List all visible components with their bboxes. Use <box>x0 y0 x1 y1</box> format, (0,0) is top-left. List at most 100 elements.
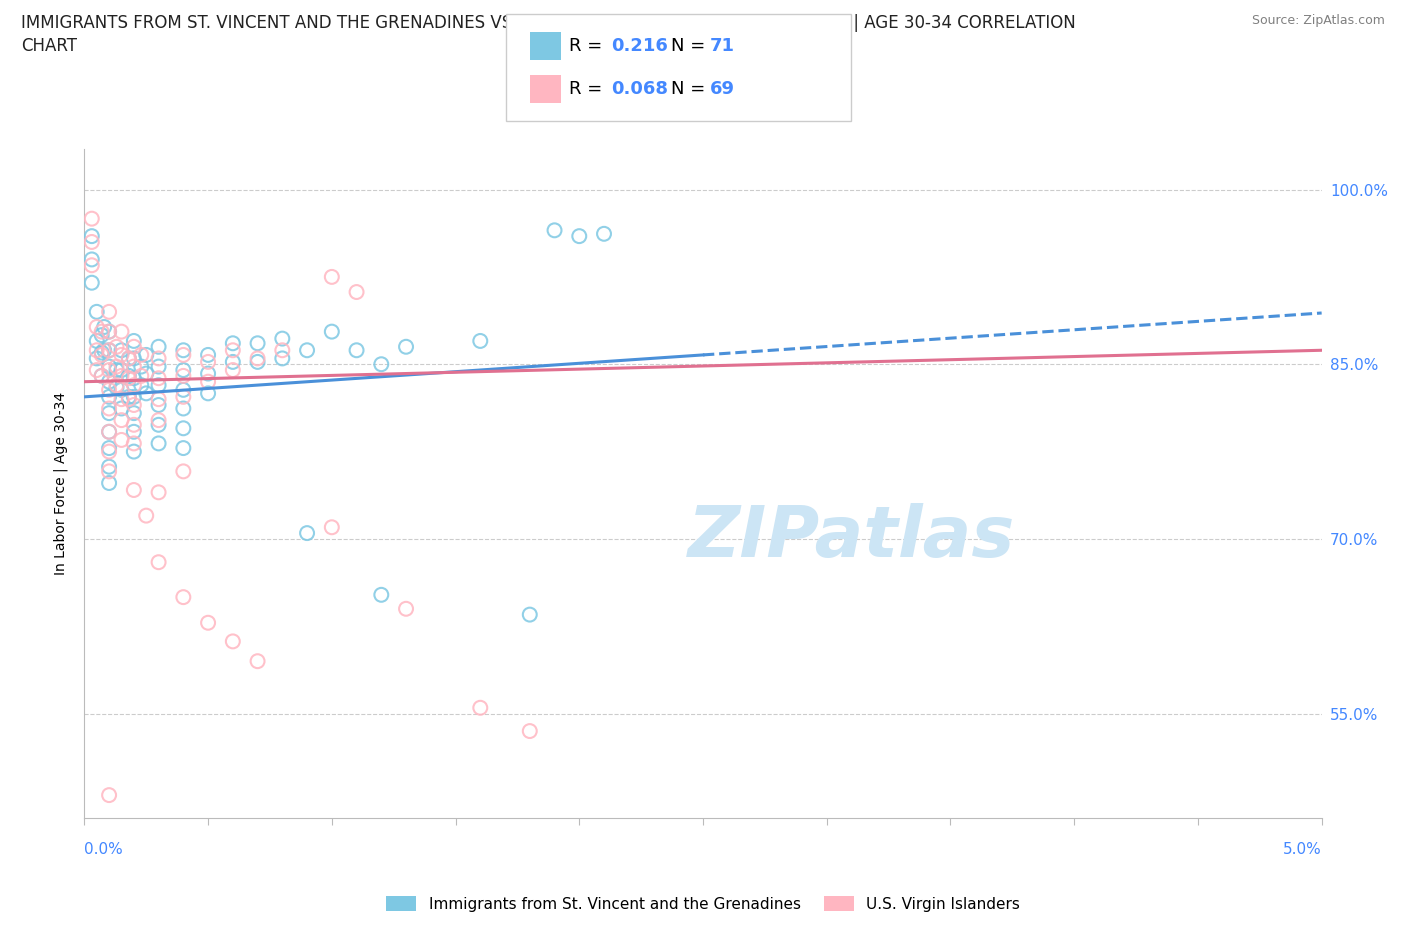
Point <box>86 304 108 319</box>
Point <box>98 464 121 479</box>
Legend: Immigrants from St. Vincent and the Grenadines, U.S. Virgin Islanders: Immigrants from St. Vincent and the Gren… <box>380 889 1026 918</box>
Point <box>118 371 141 386</box>
Point <box>148 392 170 406</box>
Point <box>129 348 152 363</box>
Point <box>222 336 245 351</box>
Point <box>172 343 194 358</box>
Point <box>172 390 194 405</box>
Point <box>98 459 121 474</box>
Point <box>110 392 132 406</box>
Point <box>122 405 145 420</box>
Point <box>346 343 368 358</box>
Point <box>148 436 170 451</box>
Point <box>98 325 121 339</box>
Point <box>98 445 121 459</box>
Point <box>197 374 219 389</box>
Point <box>80 258 103 272</box>
Point <box>197 386 219 401</box>
Point <box>118 390 141 405</box>
Point <box>105 378 128 392</box>
Point <box>543 223 565 238</box>
Point <box>148 413 170 428</box>
Point <box>370 357 392 372</box>
Point <box>129 378 152 392</box>
Point <box>148 339 170 354</box>
Point <box>80 252 103 267</box>
Point <box>148 371 170 386</box>
Point <box>110 401 132 416</box>
Point <box>110 432 132 447</box>
Point <box>110 363 132 378</box>
Point <box>122 424 145 439</box>
Point <box>110 413 132 428</box>
Point <box>135 348 157 363</box>
Point <box>222 343 245 358</box>
Point <box>98 788 121 803</box>
Point <box>519 724 541 738</box>
Point <box>122 418 145 432</box>
Point <box>246 354 269 369</box>
Point <box>80 234 103 249</box>
Point <box>122 397 145 412</box>
Point <box>197 366 219 381</box>
Text: Source: ZipAtlas.com: Source: ZipAtlas.com <box>1251 14 1385 27</box>
Point <box>172 421 194 436</box>
Point <box>80 211 103 226</box>
Y-axis label: In Labor Force | Age 30-34: In Labor Force | Age 30-34 <box>53 392 69 575</box>
Point <box>98 304 121 319</box>
Text: ZIPatlas: ZIPatlas <box>688 503 1015 572</box>
Point <box>80 275 103 290</box>
Point <box>98 401 121 416</box>
Point <box>98 424 121 439</box>
Point <box>295 343 318 358</box>
Point <box>197 348 219 363</box>
Point <box>110 382 132 397</box>
Point <box>86 320 108 335</box>
Point <box>98 405 121 420</box>
Point <box>105 359 128 374</box>
Point <box>129 359 152 374</box>
Text: 0.068: 0.068 <box>612 80 669 98</box>
Point <box>122 371 145 386</box>
Point <box>98 374 121 389</box>
Point <box>90 348 112 363</box>
Point <box>122 378 145 392</box>
Point <box>172 401 194 416</box>
Point <box>148 418 170 432</box>
Text: 69: 69 <box>710 80 735 98</box>
Point <box>197 354 219 369</box>
Text: R =: R = <box>569 80 609 98</box>
Point <box>346 285 368 299</box>
Point <box>222 354 245 369</box>
Text: R =: R = <box>569 37 609 55</box>
Point <box>271 351 294 365</box>
Point <box>98 475 121 490</box>
Point <box>110 325 132 339</box>
Point <box>122 334 145 349</box>
Point <box>593 226 616 241</box>
Point <box>122 351 145 365</box>
Point <box>98 363 121 378</box>
Point <box>90 345 112 360</box>
Point <box>110 343 132 358</box>
Point <box>395 602 418 617</box>
Point <box>98 441 121 456</box>
Point <box>135 508 157 523</box>
Point <box>129 368 152 383</box>
Point <box>98 424 121 439</box>
Point <box>222 634 245 649</box>
Point <box>86 351 108 365</box>
Text: IMMIGRANTS FROM ST. VINCENT AND THE GRENADINES VS U.S. VIRGIN ISLANDER IN LABOR : IMMIGRANTS FROM ST. VINCENT AND THE GREN… <box>21 14 1076 32</box>
Point <box>122 445 145 459</box>
Point <box>135 386 157 401</box>
Point <box>321 325 343 339</box>
Point <box>93 343 115 358</box>
Point <box>105 339 128 354</box>
Point <box>271 343 294 358</box>
Point <box>470 700 492 715</box>
Point <box>98 325 121 339</box>
Point <box>122 483 145 498</box>
Point <box>271 331 294 346</box>
Point <box>321 270 343 285</box>
Point <box>172 348 194 363</box>
